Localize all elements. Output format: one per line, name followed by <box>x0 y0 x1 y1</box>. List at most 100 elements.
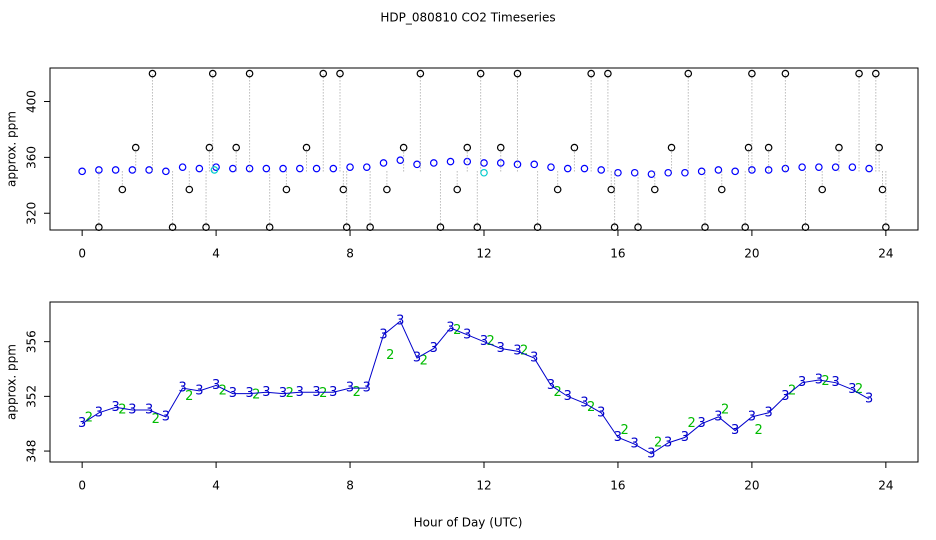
point <box>681 168 689 177</box>
x-tick-label: 24 <box>878 479 893 493</box>
point: 3 <box>614 430 622 445</box>
point <box>764 166 773 174</box>
point: 3 <box>396 314 404 329</box>
point <box>650 185 659 194</box>
point: 2 <box>420 353 428 368</box>
point <box>533 223 542 232</box>
point <box>764 143 773 152</box>
point <box>329 164 338 173</box>
point <box>667 143 676 152</box>
point: 3 <box>446 320 454 335</box>
point <box>563 164 572 173</box>
point: 3 <box>631 437 639 452</box>
y-axis-label: approx. ppm <box>5 111 19 187</box>
point <box>413 160 421 169</box>
point <box>145 166 153 174</box>
point <box>835 143 843 152</box>
y-tick-label: 356 <box>25 330 39 353</box>
point: 3 <box>195 383 203 398</box>
point <box>701 223 709 232</box>
point: 2 <box>386 348 394 363</box>
point <box>872 69 880 78</box>
point <box>496 159 505 167</box>
point <box>168 223 177 232</box>
point <box>399 143 408 152</box>
point <box>697 167 706 176</box>
point <box>570 143 579 152</box>
point <box>801 223 810 232</box>
point <box>319 69 328 78</box>
point <box>473 223 482 232</box>
point <box>95 223 103 232</box>
point: 2 <box>687 416 695 431</box>
point: 3 <box>831 375 839 390</box>
point: 2 <box>118 403 126 418</box>
point: 3 <box>463 327 471 342</box>
x-tick-label: 4 <box>212 479 220 493</box>
point <box>798 163 806 171</box>
point <box>245 69 254 78</box>
point: 2 <box>185 389 193 404</box>
point <box>118 185 127 194</box>
point <box>530 160 539 169</box>
point <box>366 223 374 232</box>
point: 3 <box>430 341 438 356</box>
point: 3 <box>95 405 103 420</box>
x-tick-label: 12 <box>476 247 491 261</box>
chart-title: HDP_080810 CO2 Timeseries <box>380 11 555 25</box>
y-tick-label: 348 <box>25 440 39 463</box>
point: 3 <box>698 416 706 431</box>
point <box>229 164 237 173</box>
point: 2 <box>487 334 495 349</box>
point <box>882 223 890 232</box>
point: 3 <box>513 344 521 359</box>
point <box>111 166 120 174</box>
point <box>731 167 739 176</box>
point <box>741 223 750 232</box>
point: 3 <box>145 403 153 418</box>
point: 3 <box>647 446 655 461</box>
point <box>480 159 488 167</box>
point: 3 <box>262 385 270 400</box>
point: 2 <box>654 435 662 450</box>
point <box>78 167 86 176</box>
x-tick-label: 24 <box>878 247 893 261</box>
series-line <box>81 320 870 455</box>
point: 2 <box>152 412 160 427</box>
y-axis-label: approx. ppm <box>5 344 19 420</box>
point: 2 <box>353 385 361 400</box>
point: 3 <box>497 341 505 356</box>
point: 3 <box>329 385 337 400</box>
point: 3 <box>245 386 253 401</box>
point <box>178 163 187 171</box>
point: 3 <box>279 386 287 401</box>
point <box>362 163 371 171</box>
point <box>446 157 455 166</box>
point <box>587 69 595 78</box>
point <box>496 143 505 152</box>
point <box>748 69 756 78</box>
x-tick-label: 4 <box>212 247 220 261</box>
point: 3 <box>815 372 823 387</box>
point <box>781 164 790 173</box>
point: 3 <box>798 375 806 390</box>
point <box>547 163 555 171</box>
point <box>436 223 445 232</box>
point <box>818 185 827 194</box>
point: 2 <box>85 411 93 426</box>
point: 3 <box>296 385 304 400</box>
point <box>383 185 391 194</box>
point: 3 <box>731 423 739 438</box>
y-tick-label: 320 <box>25 202 39 225</box>
x-tick-label: 16 <box>610 479 625 493</box>
point: 2 <box>721 403 729 418</box>
point: 2 <box>252 387 260 402</box>
point <box>265 223 274 232</box>
point: 3 <box>580 396 588 411</box>
point: 3 <box>681 430 689 445</box>
x-tick-label: 8 <box>346 247 354 261</box>
point <box>95 166 103 174</box>
point <box>312 164 321 173</box>
point <box>210 166 219 174</box>
point <box>162 167 170 176</box>
